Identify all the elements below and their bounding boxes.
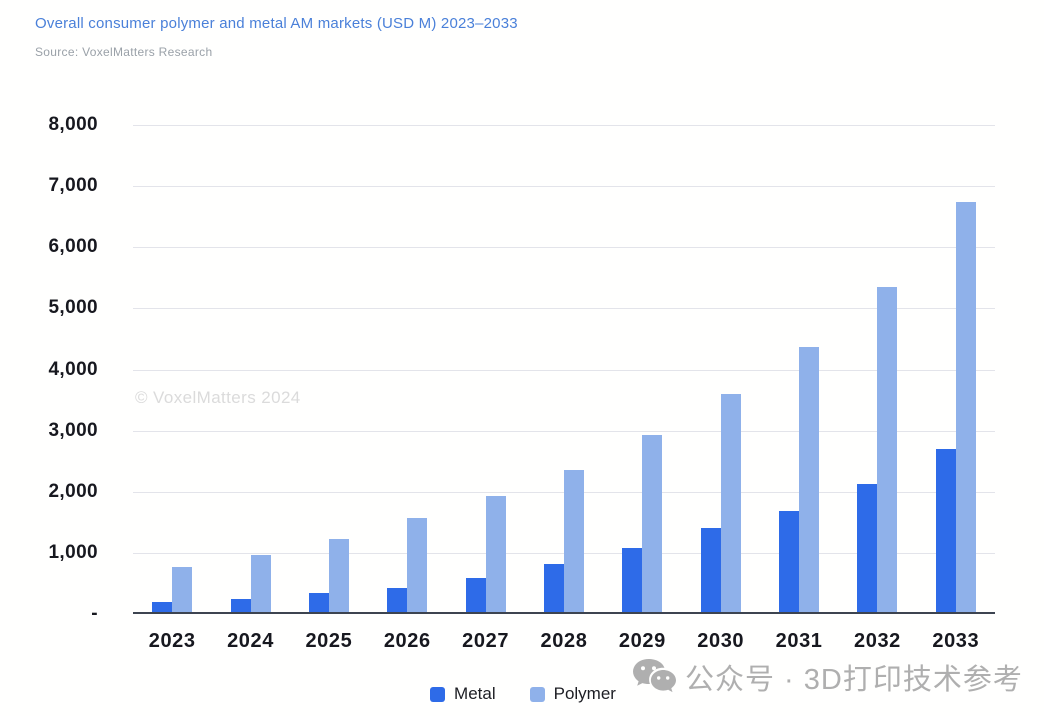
wechat-watermark: 公众号 · 3D打印技术参考 (631, 656, 1023, 698)
plot-area (133, 125, 995, 614)
bar-polymer-2032 (877, 286, 898, 612)
y-axis-label-7000: 7,000 (48, 175, 98, 197)
x-axis-label-2033: 2033 (932, 630, 980, 652)
bar-metal-2026 (387, 587, 408, 612)
x-axis-label-2027: 2027 (462, 630, 510, 652)
legend-label-polymer: Polymer (553, 684, 616, 703)
y-axis-label-4000: 4,000 (48, 358, 98, 380)
bar-metal-2027 (465, 577, 486, 612)
chart-title: Overall consumer polymer and metal AM ma… (35, 15, 518, 32)
gridline-7000 (133, 186, 995, 188)
voxelmatters-watermark: © VoxelMatters 2024 (135, 388, 301, 407)
bar-metal-2024 (230, 599, 251, 612)
gridline-6000 (133, 247, 995, 249)
bar-metal-2025 (308, 593, 329, 612)
bar-polymer-2023 (172, 566, 193, 612)
x-axis-label-2030: 2030 (697, 630, 745, 652)
x-axis-label-2028: 2028 (540, 630, 588, 652)
legend: Metal Polymer (133, 684, 913, 704)
y-axis-label-5000: 5,000 (48, 297, 98, 319)
wechat-watermark-text: 公众号 · 3D打印技术参考 (685, 664, 1023, 696)
gridline-8000 (133, 125, 995, 126)
bar-polymer-2028 (564, 469, 584, 612)
legend-item-polymer: Polymer (529, 684, 616, 704)
bar-metal-2033 (935, 449, 956, 612)
x-axis-label-2025: 2025 (305, 630, 353, 652)
wechat-icon (631, 657, 677, 697)
x-axis-label-2024: 2024 (227, 630, 274, 652)
chart-source: Source: VoxelMatters Research (35, 45, 213, 59)
x-axis-label-2029: 2029 (618, 630, 666, 652)
x-axis-label-2026: 2026 (383, 630, 431, 652)
legend-item-metal: Metal (430, 684, 496, 704)
bar-polymer-2025 (328, 539, 349, 612)
y-axis-label-0: - (91, 603, 98, 624)
y-axis-label-6000: 6,000 (48, 236, 98, 258)
gridline-5000 (133, 308, 995, 310)
bar-polymer-2031 (799, 347, 820, 612)
bar-polymer-2033 (955, 202, 976, 612)
bar-polymer-2024 (250, 555, 271, 612)
bar-polymer-2027 (485, 496, 506, 612)
bar-metal-2031 (779, 510, 800, 612)
gridline-4000 (133, 369, 995, 371)
x-axis-label-2032: 2032 (854, 630, 901, 652)
y-axis-label-8000: 8,000 (48, 114, 98, 135)
polymer-swatch-icon (529, 686, 545, 702)
y-axis-label-1000: 1,000 (48, 541, 98, 563)
gridline-3000 (133, 430, 995, 432)
legend-label-metal: Metal (454, 684, 496, 703)
bar-metal-2032 (857, 483, 878, 612)
bar-polymer-2026 (407, 518, 428, 612)
bar-metal-2029 (622, 548, 643, 612)
bar-metal-2023 (152, 602, 173, 612)
y-axis-label-2000: 2,000 (48, 480, 98, 502)
x-axis-label-2023: 2023 (148, 630, 196, 652)
bar-metal-2028 (544, 564, 564, 612)
bar-polymer-2030 (720, 393, 741, 612)
y-axis-label-3000: 3,000 (48, 419, 98, 441)
metal-swatch-icon (430, 686, 446, 702)
x-axis-label-2031: 2031 (775, 630, 823, 652)
bar-metal-2030 (700, 528, 721, 612)
bar-polymer-2029 (642, 434, 663, 612)
